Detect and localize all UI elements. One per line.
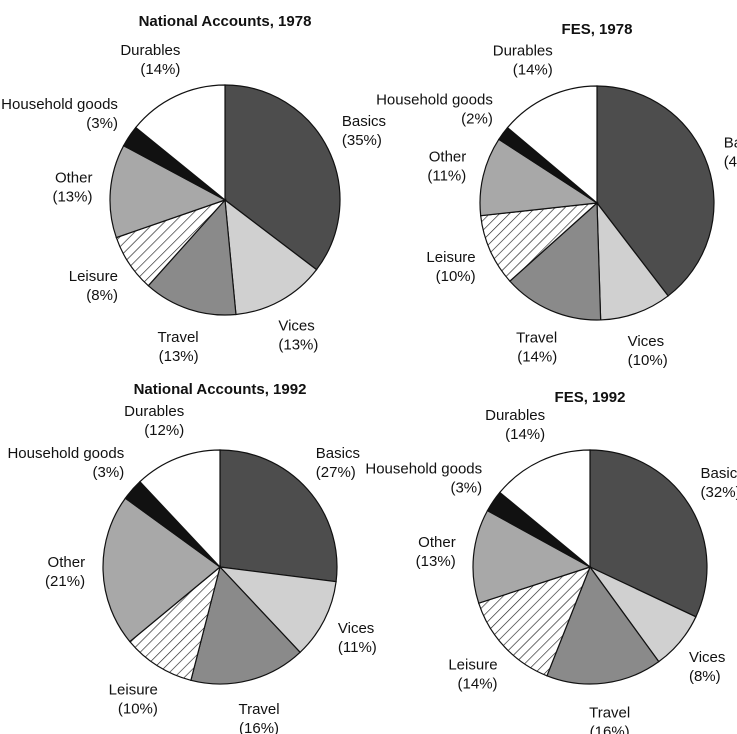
pie-slice xyxy=(479,138,599,217)
slice-label: Durables xyxy=(493,43,553,60)
slice-label: Basics xyxy=(316,445,360,462)
slice-value-label: (12%) xyxy=(144,422,184,439)
slice-label: Leisure xyxy=(426,249,475,266)
slice-value-label: (14%) xyxy=(505,426,545,443)
slice-value-label: (16%) xyxy=(590,724,630,734)
slice-value-label: (13%) xyxy=(278,336,318,353)
slice-label: Household goods xyxy=(365,461,482,478)
slice-label: Durables xyxy=(124,403,184,420)
pie-slice xyxy=(472,509,592,604)
slice-label: Household goods xyxy=(7,445,124,462)
pie-slice xyxy=(109,144,227,239)
pie-slice xyxy=(190,565,301,685)
pie-slice xyxy=(139,449,221,569)
pie-slice xyxy=(129,565,222,682)
pie-slice xyxy=(218,566,337,654)
chart-title: National Accounts, 1992 xyxy=(134,381,307,398)
pie-slice xyxy=(224,84,341,271)
slice-label: Household goods xyxy=(376,92,493,109)
pie-slice xyxy=(596,85,715,297)
pie-slice xyxy=(147,198,237,316)
slice-value-label: (32%) xyxy=(701,484,737,501)
chart-title: National Accounts, 1978 xyxy=(139,13,312,30)
slice-value-label: (13%) xyxy=(52,189,92,206)
pie-slice xyxy=(134,84,226,202)
slice-value-label: (16%) xyxy=(239,720,279,734)
slice-label: Vices xyxy=(278,317,314,334)
slice-value-label: (21%) xyxy=(45,573,85,590)
slice-value-label: (14%) xyxy=(140,61,180,78)
slice-value-label: (13%) xyxy=(159,348,199,365)
slice-label: Leisure xyxy=(109,682,158,699)
pie-slice xyxy=(480,202,599,282)
slice-value-label: (35%) xyxy=(342,132,382,149)
pie-slice xyxy=(506,85,598,205)
slice-value-label: (10%) xyxy=(436,268,476,285)
slice-value-label: (2%) xyxy=(461,111,493,128)
slice-label: Basics xyxy=(701,465,737,482)
slice-label: Vices xyxy=(689,649,725,666)
pie-slice xyxy=(509,201,602,321)
slice-label: Other xyxy=(418,534,456,551)
slice-label: Durables xyxy=(485,407,545,424)
slice-label: Basics xyxy=(724,135,737,152)
pie-slice xyxy=(219,449,338,583)
pie-slice xyxy=(589,449,708,618)
slice-value-label: (8%) xyxy=(689,668,721,685)
pie-slice xyxy=(224,198,318,316)
pie-slice xyxy=(102,497,221,643)
pie-slice xyxy=(499,449,591,569)
slice-value-label: (3%) xyxy=(450,480,482,497)
slice-label: Travel xyxy=(516,329,557,346)
slice-label: Other xyxy=(55,170,93,187)
slice-label: Travel xyxy=(238,701,279,718)
slice-value-label: (10%) xyxy=(118,701,158,718)
slice-value-label: (11%) xyxy=(338,639,377,656)
slice-value-label: (11%) xyxy=(427,168,466,185)
slice-value-label: (8%) xyxy=(86,287,118,304)
slice-value-label: (14%) xyxy=(458,675,498,692)
chart-title: FES, 1992 xyxy=(555,389,626,406)
slice-value-label: (40%) xyxy=(724,154,737,171)
slice-value-label: (14%) xyxy=(517,348,557,365)
slice-label: Basics xyxy=(342,113,386,130)
slice-value-label: (3%) xyxy=(93,464,125,481)
slice-label: Vices xyxy=(338,620,374,637)
slice-label: Other xyxy=(48,554,86,571)
slice-label: Leisure xyxy=(448,656,497,673)
pie-slice xyxy=(596,201,669,321)
slice-value-label: (14%) xyxy=(513,62,553,79)
slice-label: Travel xyxy=(589,705,630,722)
slice-value-label: (27%) xyxy=(316,464,356,481)
chart-title: FES, 1978 xyxy=(562,21,633,38)
slice-label: Other xyxy=(429,149,467,166)
slice-value-label: (10%) xyxy=(628,352,668,369)
slice-label: Household goods xyxy=(1,96,118,113)
slice-value-label: (13%) xyxy=(416,553,456,570)
slice-value-label: (3%) xyxy=(86,115,118,132)
slice-label: Vices xyxy=(628,333,664,350)
pie-slice xyxy=(546,565,660,685)
slice-label: Travel xyxy=(158,329,199,346)
slice-label: Leisure xyxy=(69,268,118,285)
slice-label: Durables xyxy=(120,42,180,59)
